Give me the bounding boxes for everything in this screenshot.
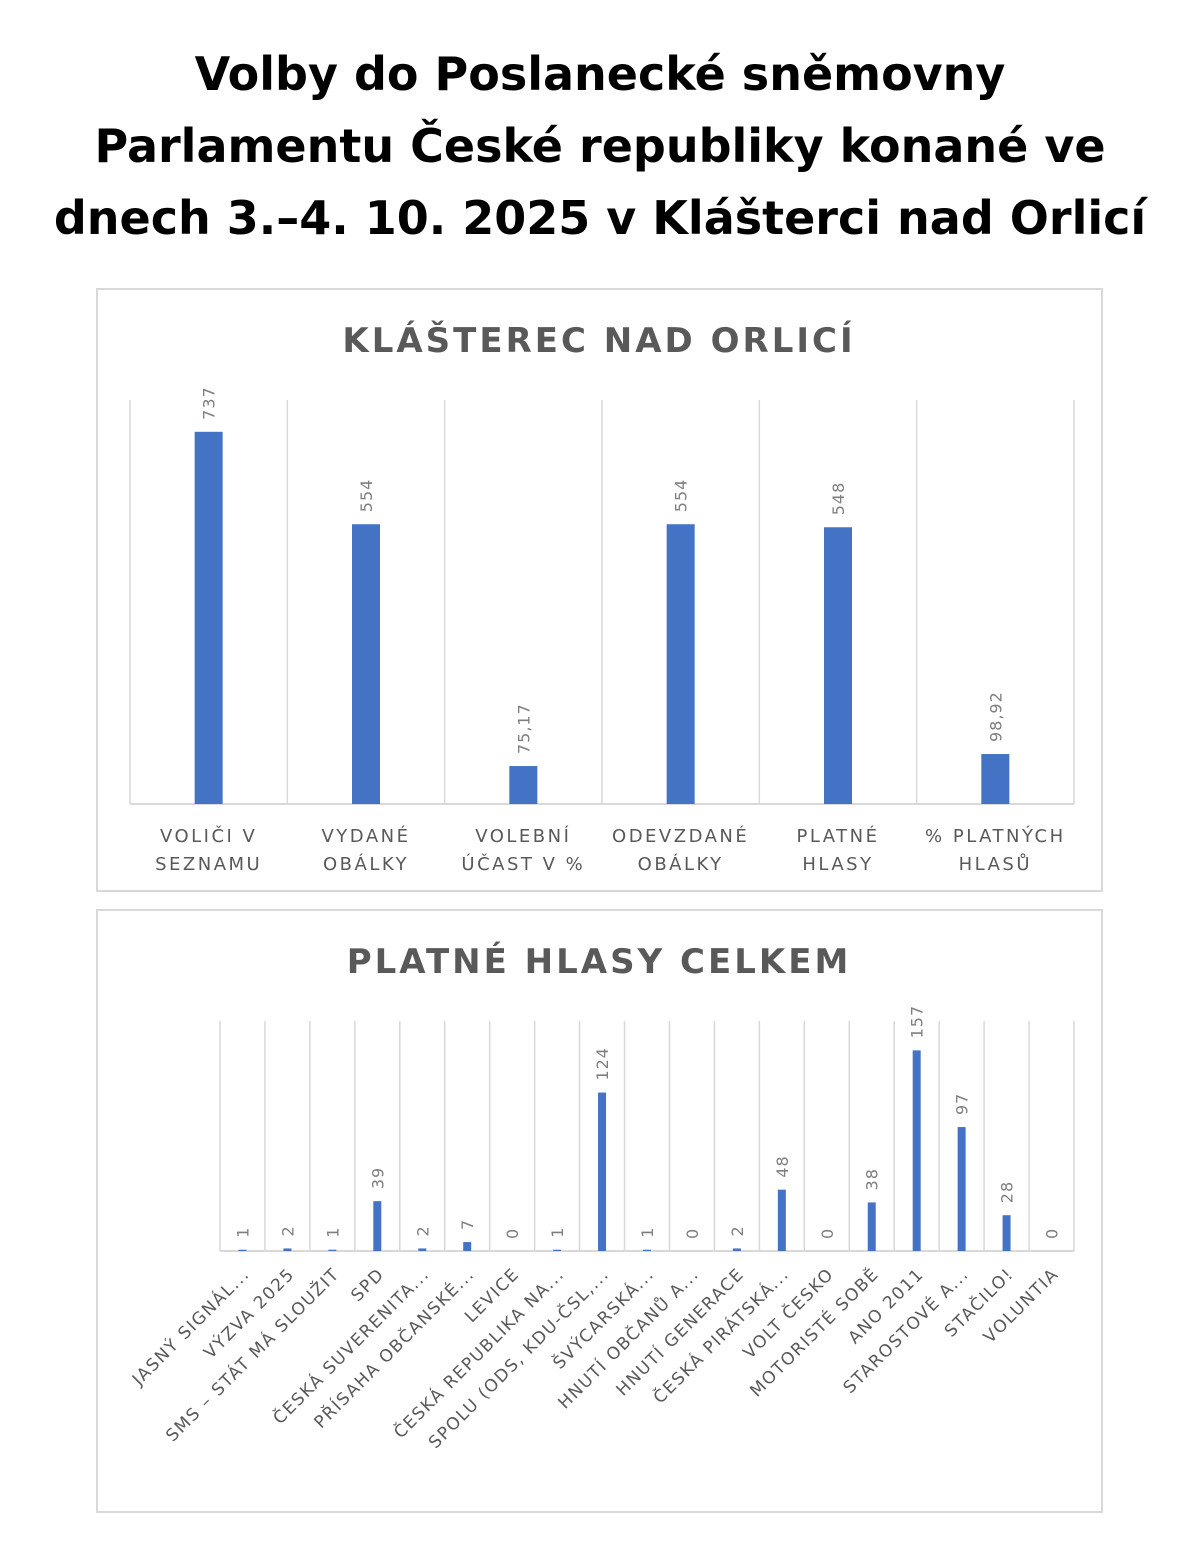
- chart-party-votes-panel: PLATNÉ HLASY CELKEM 1 JASNÝ SIGNÁL... 2 VÝZV…: [96, 909, 1103, 1513]
- data-label: 48: [773, 1155, 792, 1177]
- x-tick-label: OBÁLKY: [323, 853, 409, 875]
- bar: [732, 1248, 741, 1251]
- data-label: 1: [548, 1227, 567, 1238]
- data-label: 1: [323, 1227, 342, 1238]
- bar: [553, 1249, 562, 1251]
- page-title-line-2: Parlamentu České republiky konané ve: [94, 119, 1106, 173]
- data-label: 157: [908, 1005, 927, 1039]
- bar: [283, 1248, 292, 1251]
- data-label: 38: [863, 1168, 882, 1190]
- bar: [666, 524, 695, 804]
- data-label: 737: [200, 386, 219, 420]
- bar: [373, 1201, 382, 1251]
- chart-title: PLATNÉ HLASY CELKEM: [347, 941, 852, 982]
- x-tick-label: VOLIČI V: [160, 825, 257, 847]
- bar: [777, 1189, 786, 1251]
- data-label: 1: [638, 1227, 657, 1238]
- bar: [981, 754, 1010, 804]
- page-title: Volby do Poslanecké sněmovny Parlamentu …: [40, 38, 1160, 254]
- data-label: 0: [503, 1228, 522, 1239]
- bar: [824, 527, 852, 804]
- data-label: 0: [1043, 1228, 1062, 1239]
- data-label: 548: [829, 482, 848, 516]
- data-label: 554: [357, 479, 376, 513]
- x-tick-label: HLASŮ: [959, 853, 1032, 875]
- x-tick-label: HLASY: [802, 854, 873, 875]
- bar: [957, 1127, 966, 1251]
- x-tick-label: OBÁLKY: [638, 853, 724, 875]
- bar: [194, 431, 223, 804]
- data-label: 97: [953, 1093, 972, 1115]
- bar: [912, 1050, 921, 1251]
- bar: [1002, 1215, 1011, 1251]
- bar: [867, 1202, 876, 1251]
- bar: [598, 1092, 607, 1251]
- chart-summary-panel: KLÁŠTEREC NAD ORLICÍ 737 VOLIČI V SEZNAMU 55…: [96, 288, 1103, 892]
- x-tick-label: ÚČAST V %: [461, 853, 585, 875]
- data-label: 554: [672, 479, 691, 513]
- data-label: 2: [278, 1225, 297, 1236]
- data-label: 75,17: [514, 703, 533, 754]
- data-label: 7: [458, 1219, 477, 1230]
- x-tick-label: ODEVZDANÉ: [612, 825, 749, 847]
- page-title-line-3: dnech 3.–4. 10. 2025 v Klášterci nad Orl…: [53, 191, 1147, 245]
- x-tick-label: VOLEBNÍ: [475, 825, 571, 847]
- bar: [418, 1248, 427, 1251]
- data-label: 39: [368, 1167, 387, 1189]
- chart-summary: KLÁŠTEREC NAD ORLICÍ 737 VOLIČI V SEZNAMU 55…: [129, 320, 1075, 875]
- bar: [643, 1249, 651, 1251]
- bar: [463, 1242, 472, 1251]
- page-title-line-1: Volby do Poslanecké sněmovny: [194, 47, 1006, 101]
- data-label: 124: [593, 1047, 612, 1081]
- data-label: 0: [818, 1228, 837, 1239]
- data-label: 28: [998, 1181, 1017, 1203]
- x-tick-label: VYDANÉ: [321, 825, 410, 847]
- data-label: 2: [413, 1225, 432, 1236]
- data-label: 98,92: [986, 691, 1005, 742]
- x-tick-label: % PLATNÝCH: [925, 825, 1066, 847]
- data-label: 2: [728, 1225, 747, 1236]
- data-label: 0: [683, 1228, 702, 1239]
- bar: [238, 1249, 247, 1251]
- bar: [328, 1249, 337, 1251]
- bar: [509, 766, 538, 804]
- x-tick-label: PŘÍSAHA OBČANSKÉ...: [309, 1263, 479, 1433]
- x-tick-label: PLATNÉ: [796, 825, 879, 847]
- chart-title: KLÁŠTEREC NAD ORLICÍ: [342, 320, 855, 361]
- x-tick-label: SEZNAMU: [155, 854, 262, 875]
- bar: [352, 524, 380, 804]
- x-tick-label: SPD: [347, 1264, 388, 1305]
- data-label: 1: [233, 1227, 252, 1238]
